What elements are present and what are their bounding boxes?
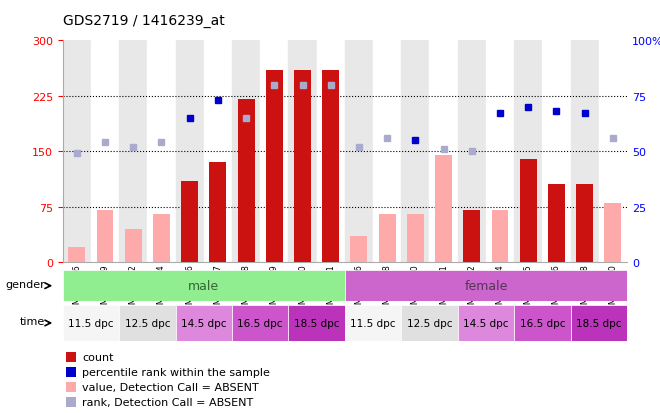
Bar [176,306,232,341]
Text: 11.5 dpc: 11.5 dpc [350,318,396,328]
Bar [514,306,570,341]
Text: time: time [20,316,45,326]
Bar [125,229,142,262]
Bar [430,41,458,262]
Bar [176,41,204,262]
Bar [209,163,226,262]
Bar [486,41,514,262]
Text: count: count [82,352,114,362]
Bar [322,71,339,262]
Bar [317,41,345,262]
Text: rank, Detection Call = ABSENT: rank, Detection Call = ABSENT [82,397,253,407]
Bar [463,211,480,262]
Bar [63,271,345,301]
Bar [69,247,85,262]
Bar [520,159,537,262]
Text: 14.5 dpc: 14.5 dpc [463,318,509,328]
Text: 18.5 dpc: 18.5 dpc [576,318,622,328]
Bar [63,306,119,341]
Bar [288,306,345,341]
Bar [599,41,627,262]
Bar [96,211,114,262]
Bar [63,41,91,262]
Bar [350,237,368,262]
Text: male: male [188,280,219,292]
Bar [91,41,119,262]
Bar [435,155,452,262]
Bar [543,41,570,262]
Text: percentile rank within the sample: percentile rank within the sample [82,367,271,377]
Bar [182,181,198,262]
Bar [458,41,486,262]
Bar [345,306,401,341]
Bar [570,306,627,341]
Bar [153,214,170,262]
Bar [548,185,565,262]
Text: female: female [464,280,508,292]
Bar [407,214,424,262]
Bar [266,71,282,262]
Text: 12.5 dpc: 12.5 dpc [125,318,170,328]
Bar [204,41,232,262]
Bar [288,41,317,262]
Bar [65,397,76,407]
Bar [576,185,593,262]
Bar [238,100,255,262]
Text: gender: gender [5,280,45,290]
Bar [514,41,543,262]
Bar [401,306,458,341]
Bar [65,352,76,362]
Text: GDS2719 / 1416239_at: GDS2719 / 1416239_at [63,14,224,28]
Text: 14.5 dpc: 14.5 dpc [181,318,226,328]
Text: value, Detection Call = ABSENT: value, Detection Call = ABSENT [82,382,259,392]
Bar [65,382,76,392]
Bar [232,306,288,341]
Text: 18.5 dpc: 18.5 dpc [294,318,339,328]
Text: 11.5 dpc: 11.5 dpc [68,318,114,328]
Bar [570,41,599,262]
Bar [373,41,401,262]
Bar [492,211,508,262]
Bar [605,203,621,262]
Bar [119,41,147,262]
Bar [119,306,176,341]
Bar [379,214,395,262]
Bar [345,271,627,301]
Text: 12.5 dpc: 12.5 dpc [407,318,452,328]
Bar [65,367,76,377]
Text: 16.5 dpc: 16.5 dpc [519,318,565,328]
Bar [458,306,514,341]
Bar [345,41,373,262]
Bar [147,41,176,262]
Bar [294,71,311,262]
Bar [401,41,430,262]
Bar [260,41,288,262]
Bar [232,41,260,262]
Text: 16.5 dpc: 16.5 dpc [238,318,283,328]
